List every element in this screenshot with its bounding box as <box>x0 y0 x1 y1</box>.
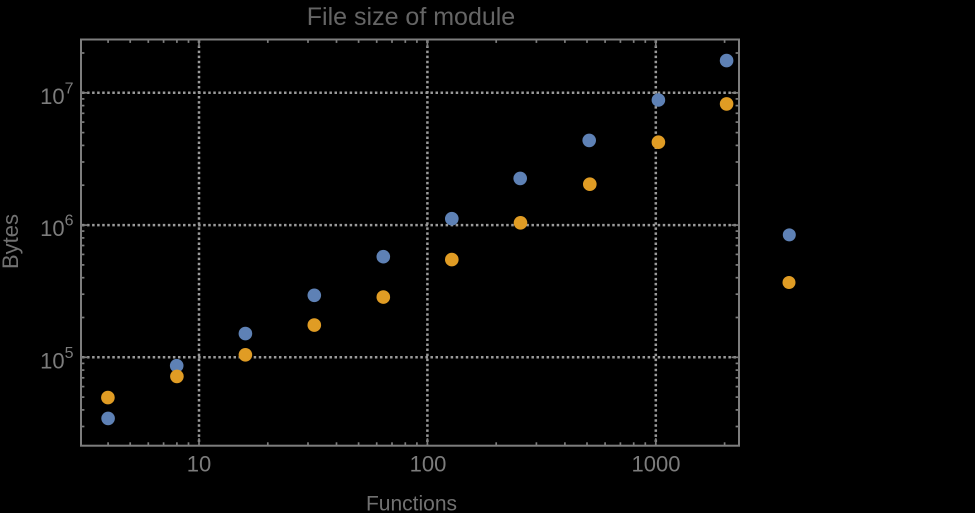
svg-text:Bytes: Bytes <box>0 214 23 269</box>
svg-text:1000: 1000 <box>632 452 681 477</box>
svg-text:File size of module: File size of module <box>307 3 515 31</box>
svg-text:Functions: Functions <box>366 493 457 513</box>
svg-text:10: 10 <box>187 452 211 477</box>
svg-text:106: 106 <box>40 213 73 242</box>
svg-text:100: 100 <box>410 452 447 477</box>
